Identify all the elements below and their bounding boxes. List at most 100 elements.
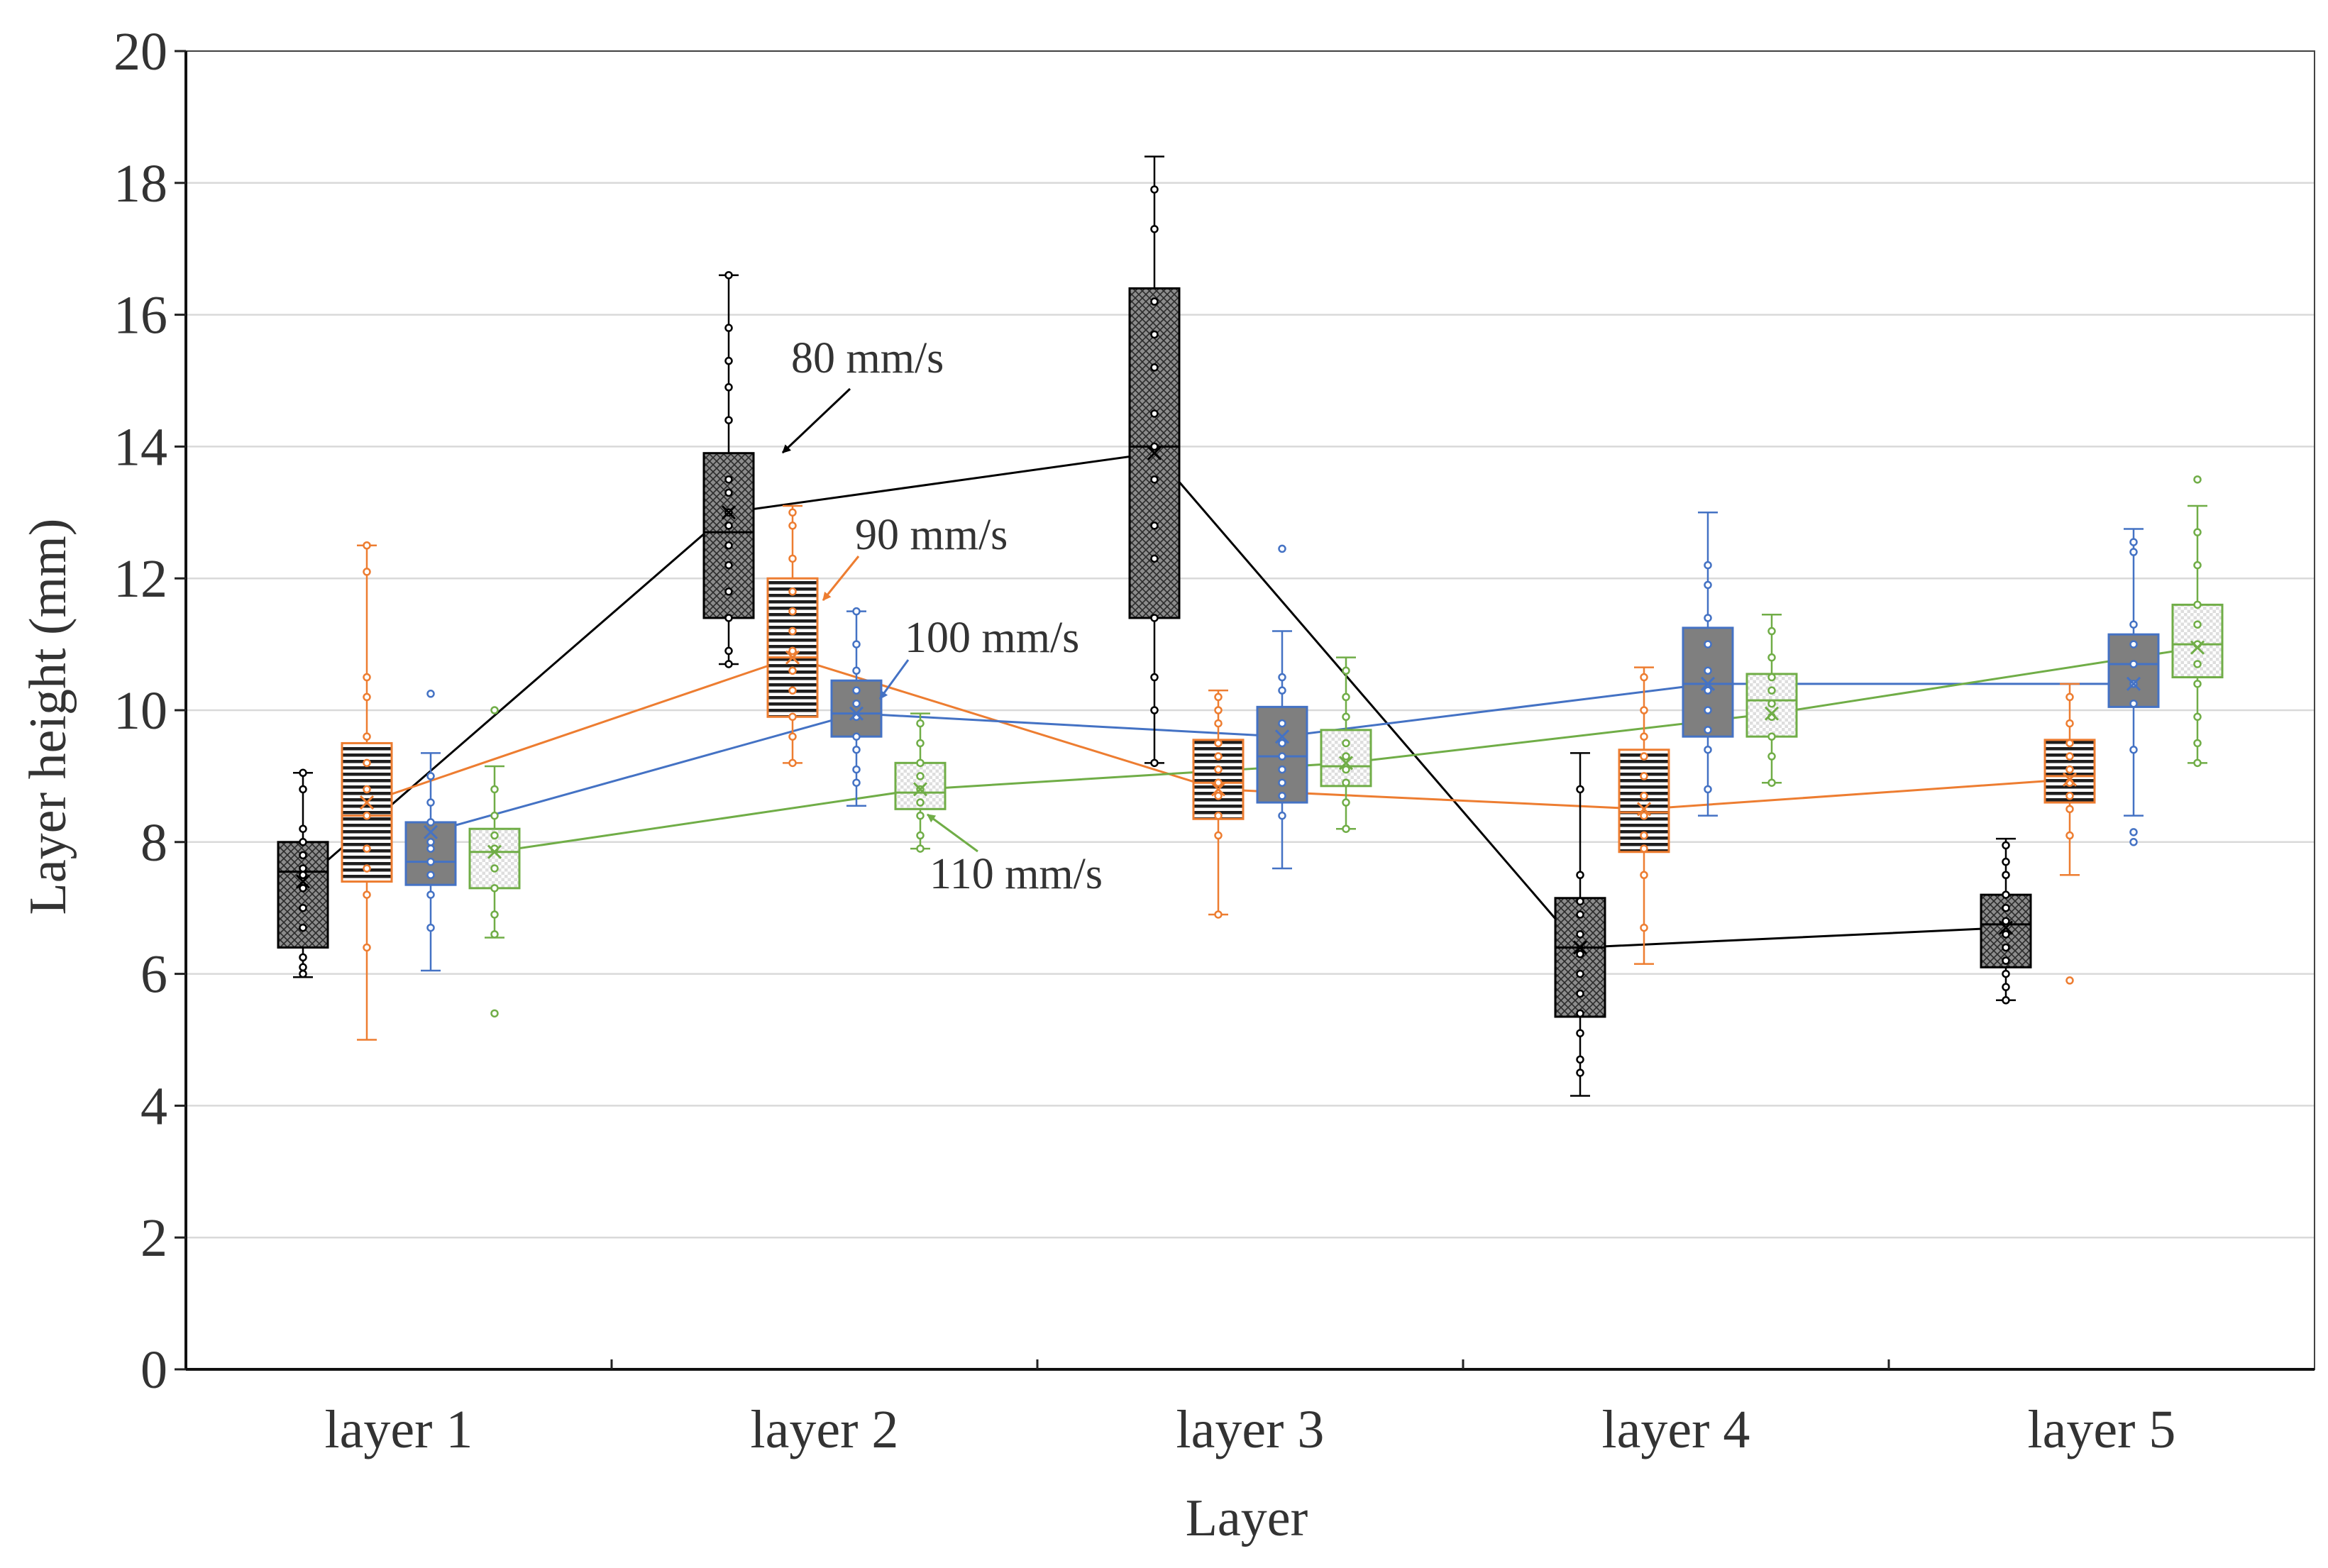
data-point xyxy=(426,772,435,780)
data-point xyxy=(1704,686,1712,695)
y-axis-ticks: 0 2 4 6 8 10 12 14 16 18 20 xyxy=(114,22,186,1400)
data-point xyxy=(2002,841,2010,850)
box-series-2-layer-5 xyxy=(2043,683,2096,985)
data-point xyxy=(788,712,797,722)
data-point xyxy=(490,1009,499,1018)
data-point xyxy=(2129,538,2138,546)
data-point xyxy=(788,554,797,563)
data-point xyxy=(299,768,307,778)
mean-marker xyxy=(295,874,311,889)
box-series-3-layer-3 xyxy=(1256,544,1308,870)
data-point xyxy=(1704,580,1712,590)
data-point xyxy=(426,838,435,846)
box-series xyxy=(277,155,2224,1097)
data-point xyxy=(1150,554,1159,563)
data-point xyxy=(2193,739,2202,748)
data-point xyxy=(363,943,371,952)
data-point xyxy=(724,614,733,622)
data-point xyxy=(1640,752,1648,761)
data-point xyxy=(1214,792,1223,800)
data-point xyxy=(724,488,733,497)
data-point xyxy=(2065,805,2074,814)
y-tick-label-16: 16 xyxy=(114,286,167,346)
data-point xyxy=(1704,706,1712,714)
data-point xyxy=(2065,692,2074,702)
y-tick-label-2: 2 xyxy=(140,1208,167,1268)
annotation-label-1: 80 mm/s xyxy=(791,334,944,382)
data-point xyxy=(363,568,371,576)
data-point xyxy=(2002,983,2010,991)
data-point xyxy=(1150,673,1159,682)
data-point xyxy=(2129,620,2138,629)
data-point xyxy=(363,811,371,820)
data-point xyxy=(426,923,435,932)
data-point xyxy=(788,626,797,636)
data-point xyxy=(299,864,307,873)
data-point xyxy=(1278,544,1286,553)
data-point xyxy=(2129,699,2138,708)
data-point xyxy=(299,871,307,879)
data-point xyxy=(788,607,797,616)
data-point xyxy=(363,864,371,873)
data-point xyxy=(1278,686,1286,695)
data-point xyxy=(724,324,733,332)
data-point xyxy=(724,416,733,424)
data-point xyxy=(1150,442,1159,451)
data-point xyxy=(426,857,435,866)
data-point xyxy=(1214,706,1223,714)
x-tick-label-5: layer 5 xyxy=(2028,1400,2176,1459)
data-point xyxy=(1342,712,1350,722)
data-point xyxy=(1767,778,1776,787)
data-point xyxy=(1640,831,1648,840)
data-point xyxy=(299,903,307,912)
data-point xyxy=(2002,857,2010,866)
data-point xyxy=(788,686,797,695)
data-point xyxy=(1214,692,1223,702)
box-series-2-layer-4 xyxy=(1618,666,1670,965)
box-series-3-layer-1 xyxy=(404,690,457,972)
data-point xyxy=(1278,778,1286,787)
data-point xyxy=(2002,903,2010,912)
data-point xyxy=(2002,943,2010,952)
data-point xyxy=(2193,660,2202,668)
data-point xyxy=(1640,772,1648,780)
data-point xyxy=(1576,1029,1584,1037)
box-series-4-layer-4 xyxy=(1745,614,1798,787)
data-point xyxy=(2193,561,2202,570)
data-point xyxy=(916,798,925,807)
data-point xyxy=(1767,686,1776,695)
data-point xyxy=(1214,739,1223,748)
data-point xyxy=(2002,871,2010,879)
data-point xyxy=(363,673,371,682)
data-point xyxy=(2002,969,2010,978)
box-series-1-layer-1 xyxy=(277,768,329,978)
data-point xyxy=(852,686,861,695)
data-point xyxy=(1278,792,1286,800)
data-point xyxy=(724,475,733,484)
y-tick-label-0: 0 xyxy=(140,1340,167,1400)
data-point xyxy=(2129,828,2138,837)
data-point xyxy=(1150,706,1159,714)
data-point xyxy=(363,692,371,702)
data-point xyxy=(916,831,925,840)
data-point xyxy=(724,646,733,656)
data-point xyxy=(1576,871,1584,879)
box-series-1-layer-3 xyxy=(1128,155,1181,768)
data-point xyxy=(1150,297,1159,306)
data-point xyxy=(1767,732,1776,741)
data-point xyxy=(1214,811,1223,820)
data-point xyxy=(852,732,861,741)
box-series-4-layer-1 xyxy=(468,706,521,1018)
data-point xyxy=(490,930,499,939)
data-point xyxy=(299,969,307,978)
data-point xyxy=(2065,739,2074,748)
data-point xyxy=(1214,831,1223,840)
data-point xyxy=(2193,680,2202,688)
data-point xyxy=(724,271,733,280)
x-tick-label-3: layer 3 xyxy=(1176,1400,1325,1459)
series-1-group xyxy=(277,155,2032,1097)
data-point xyxy=(1576,949,1584,959)
data-point xyxy=(426,844,435,853)
annotation-arrow-4 xyxy=(927,813,978,853)
annotation-label-2: 90 mm/s xyxy=(855,511,1008,559)
